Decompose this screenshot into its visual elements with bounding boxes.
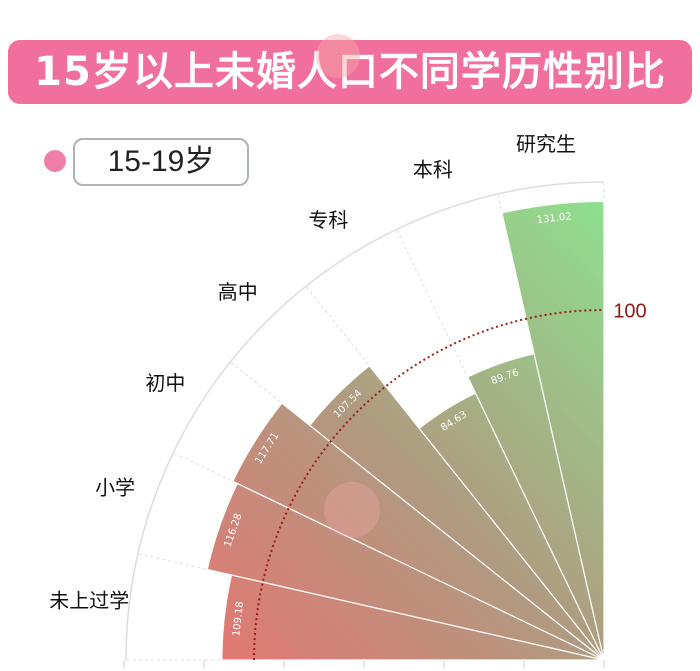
category-label-4: 高中	[218, 280, 258, 304]
chart-bars	[206, 200, 605, 661]
chart-labels: 109.18未上过学116.28小学117.71初中107.54高中84.63专…	[49, 132, 576, 637]
watermark	[316, 34, 380, 538]
bar-7	[501, 200, 605, 661]
category-label-7: 研究生	[516, 132, 576, 156]
reference-line-label: 100	[613, 300, 646, 322]
title-banner: 15岁以上未婚人口不同学历性别比	[8, 40, 692, 104]
reference-line-100	[253, 309, 605, 661]
watermark-logo-center	[324, 482, 380, 538]
chart-title: 15岁以上未婚人口不同学历性别比	[34, 49, 666, 95]
age-group-label: 15-19岁	[107, 145, 215, 178]
category-label-3: 初中	[145, 371, 185, 395]
category-label-2: 小学	[95, 475, 135, 499]
bar-value-label-1: 109.18	[231, 601, 246, 637]
reference-layer: 100	[253, 300, 647, 661]
bar-3	[232, 402, 605, 661]
legend-dot	[44, 150, 66, 172]
age-group-box[interactable]: 15-19岁	[73, 138, 249, 186]
bar-4	[308, 364, 605, 661]
watermark-logo-top	[316, 34, 360, 78]
category-label-6: 本科	[413, 158, 453, 182]
bar-value-label-7: 131.02	[536, 211, 572, 226]
category-label-1: 未上过学	[49, 589, 129, 613]
grid-outer-arc	[125, 181, 605, 661]
category-label-5: 专科	[308, 208, 348, 232]
